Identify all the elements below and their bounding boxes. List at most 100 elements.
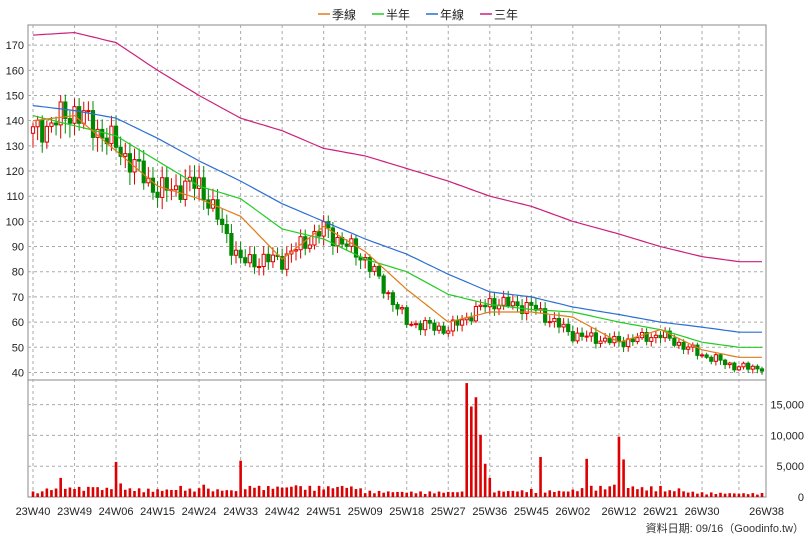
candle-body xyxy=(335,236,340,247)
candle-body xyxy=(49,122,54,127)
volume-bar xyxy=(326,486,330,497)
volume-bar xyxy=(285,487,289,497)
candle xyxy=(681,339,686,355)
volume-bar xyxy=(640,487,644,497)
volume-bar xyxy=(73,488,76,497)
volume-bar xyxy=(276,486,279,497)
volume-bar xyxy=(257,485,261,497)
volume-bar xyxy=(479,434,482,497)
candle xyxy=(584,330,589,342)
volume-bar xyxy=(691,491,695,497)
volume-bar xyxy=(179,485,182,497)
price-tick-label: 140 xyxy=(6,116,24,128)
candle xyxy=(404,304,409,328)
candle xyxy=(400,304,405,315)
candle-body xyxy=(524,302,529,314)
candle xyxy=(704,352,709,359)
candle-body xyxy=(197,177,202,189)
x-tick-label: 24W24 xyxy=(182,506,217,518)
volume-bar xyxy=(207,488,210,497)
candle-body xyxy=(220,218,225,226)
x-tick-label: 26W38 xyxy=(749,506,784,518)
candle-body xyxy=(519,305,525,314)
volume-bar xyxy=(654,491,658,497)
candle xyxy=(326,215,331,239)
candle xyxy=(695,342,700,360)
candle-body xyxy=(566,323,571,333)
candle xyxy=(519,298,525,321)
volume-bar xyxy=(211,491,215,497)
volume-bar xyxy=(451,492,455,497)
candle xyxy=(229,224,234,265)
volume-bar xyxy=(147,488,150,497)
volume-bar xyxy=(645,490,648,497)
candle xyxy=(432,319,437,336)
candle xyxy=(515,295,520,312)
candle xyxy=(376,263,382,280)
candle xyxy=(709,355,714,365)
volume-bar xyxy=(197,488,201,497)
volume-bar xyxy=(608,486,612,497)
volume-bar xyxy=(54,488,58,497)
candle-body xyxy=(755,365,760,370)
volume-bar xyxy=(59,477,62,497)
candle xyxy=(759,366,765,375)
volume-bar xyxy=(68,487,72,497)
x-tick-label: 24W42 xyxy=(265,506,300,518)
volume-bar xyxy=(267,486,270,497)
volume-tick-label: 10,000 xyxy=(770,430,804,442)
candle-body xyxy=(173,185,179,191)
candle-body xyxy=(100,128,105,139)
candle xyxy=(566,318,571,336)
candle-body xyxy=(736,366,742,371)
volume-bar xyxy=(700,492,704,497)
candle xyxy=(607,333,612,346)
candle xyxy=(579,327,585,341)
x-tick-label: 24W06 xyxy=(99,506,134,518)
candle xyxy=(367,254,372,279)
volume-bar xyxy=(626,487,630,497)
volume-bar xyxy=(497,490,501,497)
candle-body xyxy=(344,243,349,247)
candle xyxy=(247,246,252,268)
volume-bar xyxy=(345,487,349,497)
volume-bar xyxy=(308,485,312,497)
candle xyxy=(635,333,640,345)
volume-bar xyxy=(50,490,53,497)
volume-bar xyxy=(271,488,275,497)
candle xyxy=(90,101,96,151)
candle-body xyxy=(455,319,460,326)
volume-bar xyxy=(488,477,492,497)
volume-bar xyxy=(437,491,441,497)
volume-bar xyxy=(119,483,122,497)
price-tick-label: 60 xyxy=(12,317,24,329)
candle xyxy=(718,353,723,365)
volume-bar xyxy=(303,489,307,497)
candle xyxy=(469,312,474,325)
candle xyxy=(427,316,432,330)
candle-body xyxy=(427,320,432,324)
candle-body xyxy=(386,292,391,295)
candle-body xyxy=(676,341,682,346)
volume-bar xyxy=(696,493,699,497)
candle xyxy=(713,352,718,366)
candle-body xyxy=(473,305,479,322)
volume-bar xyxy=(363,493,367,497)
volume-bar xyxy=(183,490,187,497)
candle-body xyxy=(141,160,146,184)
candle-body xyxy=(30,126,36,134)
candle xyxy=(30,122,36,148)
candle xyxy=(653,331,658,344)
candle xyxy=(732,361,737,373)
candle xyxy=(173,174,179,197)
volume-bar xyxy=(400,491,404,497)
volume-bar xyxy=(723,493,727,497)
candle xyxy=(197,165,202,201)
candle-body xyxy=(77,106,82,124)
volume-tick-label: 15,000 xyxy=(770,400,804,412)
candle-body xyxy=(72,106,77,124)
candle-body xyxy=(137,159,142,162)
price-tick-label: 150 xyxy=(6,90,24,102)
candle xyxy=(372,263,377,276)
candle-body xyxy=(330,227,336,247)
